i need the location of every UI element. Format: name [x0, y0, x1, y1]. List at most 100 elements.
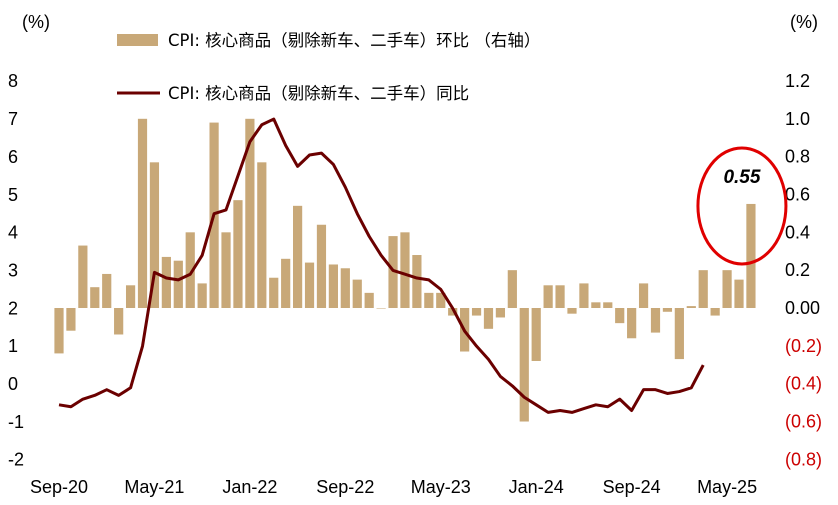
bar-2022-04: [281, 258, 291, 308]
y-right-tick-label: (0.4): [785, 374, 822, 394]
bar-2025-04: [710, 308, 720, 316]
bar-2024-05: [579, 283, 589, 308]
bar-2020-10: [66, 308, 76, 331]
bar-2021-01: [102, 273, 112, 308]
y-right-tick-label: 1.2: [785, 71, 810, 91]
annotation-value: 0.55: [723, 167, 760, 188]
bar-2021-02: [114, 308, 124, 335]
bar-2025-05: [722, 270, 732, 308]
x-tick-label: Sep-22: [316, 477, 374, 497]
bar-2023-12: [519, 308, 529, 422]
line-series: [58, 117, 705, 414]
x-tick-label: May-23: [411, 477, 471, 497]
y-left-tick-label: 5: [8, 185, 18, 205]
bar-2025-06: [734, 279, 744, 308]
bar-2020-09: [54, 308, 64, 354]
x-tick-label: Sep-20: [30, 477, 88, 497]
bar-2023-11: [507, 270, 517, 308]
y-left-unit: (%): [22, 12, 50, 32]
bar-2022-02: [257, 162, 267, 308]
yoy-line: [58, 117, 705, 414]
bar-2020-11: [78, 245, 88, 308]
y-left-tick-label: 2: [8, 298, 18, 318]
bar-2024-06: [591, 302, 601, 308]
bar-2022-09: [340, 268, 350, 308]
bar-2023-10: [495, 308, 506, 318]
bar-2021-07: [173, 260, 183, 308]
bar-2022-10: [352, 279, 362, 308]
x-tick-label: Jan-24: [509, 477, 564, 497]
y-left-tick-label: 1: [8, 336, 18, 356]
bar-2022-03: [269, 277, 279, 308]
bar-2022-05: [293, 205, 303, 308]
legend: CPI: 核心商品（剔除新车、二手车）环比 （右轴） CPI: 核心商品（剔除新…: [117, 31, 540, 103]
bar-2022-11: [364, 292, 374, 308]
y-left-tick-label: 7: [8, 109, 18, 129]
bar-2024-01: [531, 308, 541, 361]
bar-2023-05: [436, 292, 446, 308]
x-tick-label: May-25: [697, 477, 757, 497]
x-tick-label: Sep-24: [603, 477, 661, 497]
bar-2025-01: [674, 308, 684, 360]
y-right-tick-label: 0.8: [785, 147, 810, 167]
bar-2023-04: [424, 292, 434, 308]
bar-2024-04: [567, 308, 577, 314]
bar-2024-07: [603, 302, 613, 308]
y-right-tick-label: (0.6): [785, 412, 822, 432]
y-left-tick-label: 0: [8, 374, 18, 394]
y-left-tick-label: -2: [8, 450, 24, 470]
x-tick-label: May-21: [124, 477, 184, 497]
bar-2023-09: [483, 308, 494, 329]
bar-2022-08: [328, 264, 338, 308]
y-left-tick-label: 6: [8, 147, 18, 167]
bar-2023-06: [448, 308, 458, 316]
bar-2021-09: [197, 283, 207, 308]
bar-2021-11: [221, 232, 231, 308]
bar-2020-12: [90, 287, 100, 308]
y-right-tick-label: 0.4: [785, 222, 810, 242]
y-left-tick-label: -1: [8, 412, 24, 432]
y-right-unit: (%): [790, 12, 818, 32]
y-right-tick-label: 0.2: [785, 260, 810, 280]
y-left-ticks: -2 -1 0 1 2 3 4 5 6 7 8: [8, 71, 24, 470]
legend-line-label: CPI: 核心商品（剔除新车、二手车）同比: [168, 84, 469, 103]
bar-2021-06: [161, 256, 171, 308]
y-left-unit-label: (%): [22, 12, 50, 32]
bar-2024-12: [662, 308, 673, 312]
legend-bar-label: CPI: 核心商品（剔除新车、二手车）环比 （右轴）: [168, 31, 540, 50]
bar-2024-11: [650, 308, 661, 333]
y-right-tick-label: (0.8): [785, 449, 822, 469]
bar-2024-09: [627, 308, 637, 339]
y-left-tick-label: 8: [8, 71, 18, 91]
y-right-tick-label: 1.0: [785, 109, 810, 129]
bar-2021-04: [137, 118, 148, 308]
bar-2021-08: [185, 232, 195, 308]
y-right-tick-label: (0.2): [785, 336, 822, 356]
y-left-tick-label: 4: [8, 223, 18, 243]
y-left-tick-label: 3: [8, 260, 18, 280]
bar-2022-01: [245, 118, 255, 308]
bar-2022-06: [304, 262, 315, 308]
x-tick-label: Jan-22: [222, 477, 277, 497]
x-ticks: Sep-20 May-21 Jan-22 Sep-22 May-23 Jan-24 Sep-…: [30, 477, 757, 497]
bar-2025-03: [698, 270, 708, 308]
bar-2023-08: [471, 308, 482, 316]
bar-2023-02: [400, 232, 410, 308]
y-right-ticks: 1.2 1.0 0.8 0.6 0.4 0.2 0.00 (0.2) (0.4) (0.6) (0.…: [785, 71, 822, 469]
annotation: 0.55: [696, 146, 788, 266]
bar-series: [54, 118, 756, 422]
bar-2022-12: [376, 308, 386, 309]
bar-2022-07: [316, 224, 327, 308]
bar-2021-12: [233, 200, 243, 308]
annotation-ellipse: [696, 146, 788, 266]
bar-2024-02: [543, 285, 553, 308]
bar-2021-05: [149, 162, 160, 308]
bar-2023-01: [388, 236, 398, 308]
bar-2025-02: [686, 306, 696, 308]
y-right-tick-label: 0.6: [785, 184, 810, 204]
bar-2024-03: [555, 285, 565, 308]
bar-2024-10: [638, 283, 649, 308]
legend-bar-swatch: [117, 34, 158, 46]
bar-2023-03: [412, 255, 422, 308]
